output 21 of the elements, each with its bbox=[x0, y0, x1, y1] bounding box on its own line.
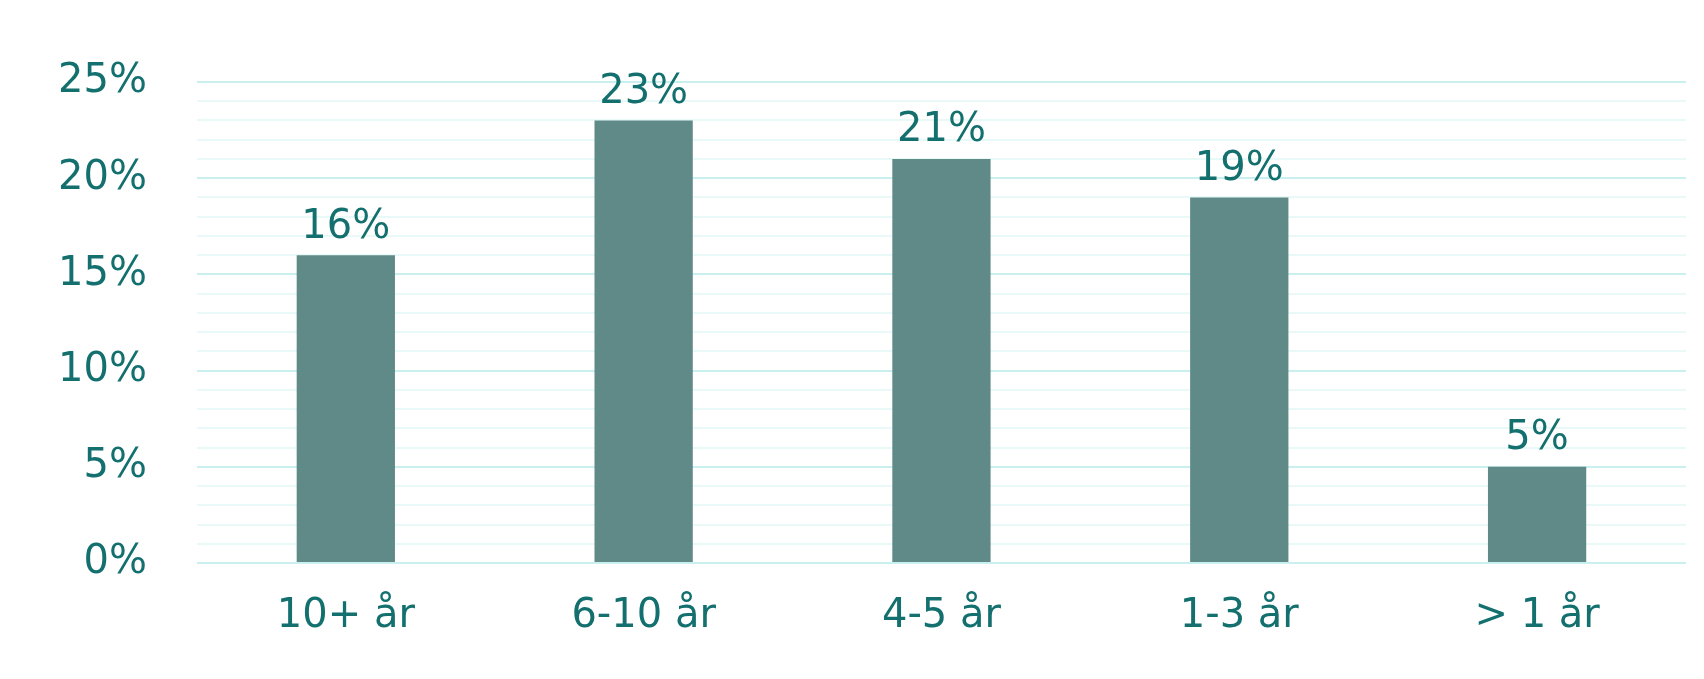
data-label: 5% bbox=[1505, 412, 1569, 459]
bar bbox=[1190, 197, 1289, 562]
bar bbox=[594, 120, 693, 562]
data-label: 23% bbox=[599, 65, 689, 112]
data-label: 16% bbox=[301, 200, 391, 247]
y-tick-label: 5% bbox=[83, 440, 147, 487]
y-tick-label: 20% bbox=[58, 151, 147, 198]
bar bbox=[296, 255, 395, 562]
y-tick-label: 10% bbox=[58, 343, 147, 390]
x-tick-label: 6-10 år bbox=[571, 590, 717, 637]
bar bbox=[1487, 466, 1587, 562]
x-tick-label: > 1 år bbox=[1474, 590, 1601, 637]
y-tick-label: 0% bbox=[83, 536, 147, 583]
data-label: 19% bbox=[1194, 142, 1284, 189]
x-tick-label: 4-5 år bbox=[881, 590, 1002, 637]
bar bbox=[892, 158, 991, 562]
y-tick-label: 25% bbox=[58, 55, 147, 102]
data-label: 21% bbox=[897, 104, 986, 151]
x-tick-label: 1-3 år bbox=[1179, 590, 1300, 637]
x-tick-label: 10+ år bbox=[276, 590, 416, 637]
y-tick-label: 15% bbox=[58, 247, 147, 294]
